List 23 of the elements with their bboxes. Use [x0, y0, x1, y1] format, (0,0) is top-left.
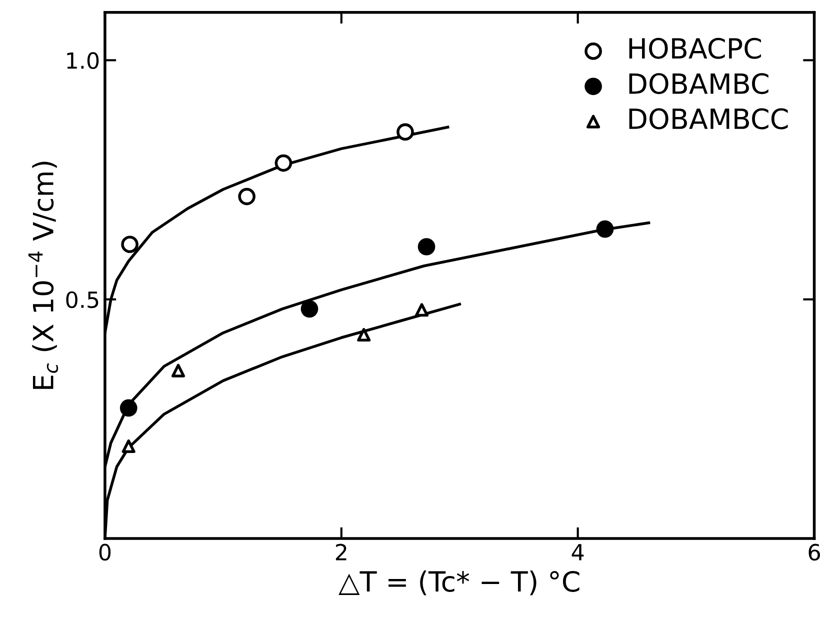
x-tick-label: 0 [99, 544, 111, 561]
point [396, 123, 414, 141]
x-axis-title: △T = (Tc* − T) °C [338, 570, 580, 596]
point [238, 188, 256, 206]
x-tick-label: 6 [808, 544, 820, 561]
point [121, 236, 138, 254]
point [415, 303, 429, 317]
point [596, 220, 614, 238]
point [357, 328, 371, 342]
point [120, 399, 138, 417]
point [300, 300, 318, 318]
x-tick-label: 2 [336, 544, 346, 560]
point [274, 154, 292, 172]
y-tick-label: 1.0 [67, 52, 99, 69]
legend-label: DOBAMBC [629, 73, 768, 94]
point [122, 439, 136, 453]
point [418, 238, 436, 256]
legend-label: DOBAMBCC [629, 108, 788, 130]
y-tick-label: 0.5 [66, 291, 98, 308]
point [171, 364, 186, 378]
legend-label: HOBACPC [629, 38, 761, 59]
y-axis-title: E$_{c}$ (X 10$^{−4}$ V/cm) [28, 162, 58, 389]
x-tick-label: 4 [572, 544, 584, 560]
